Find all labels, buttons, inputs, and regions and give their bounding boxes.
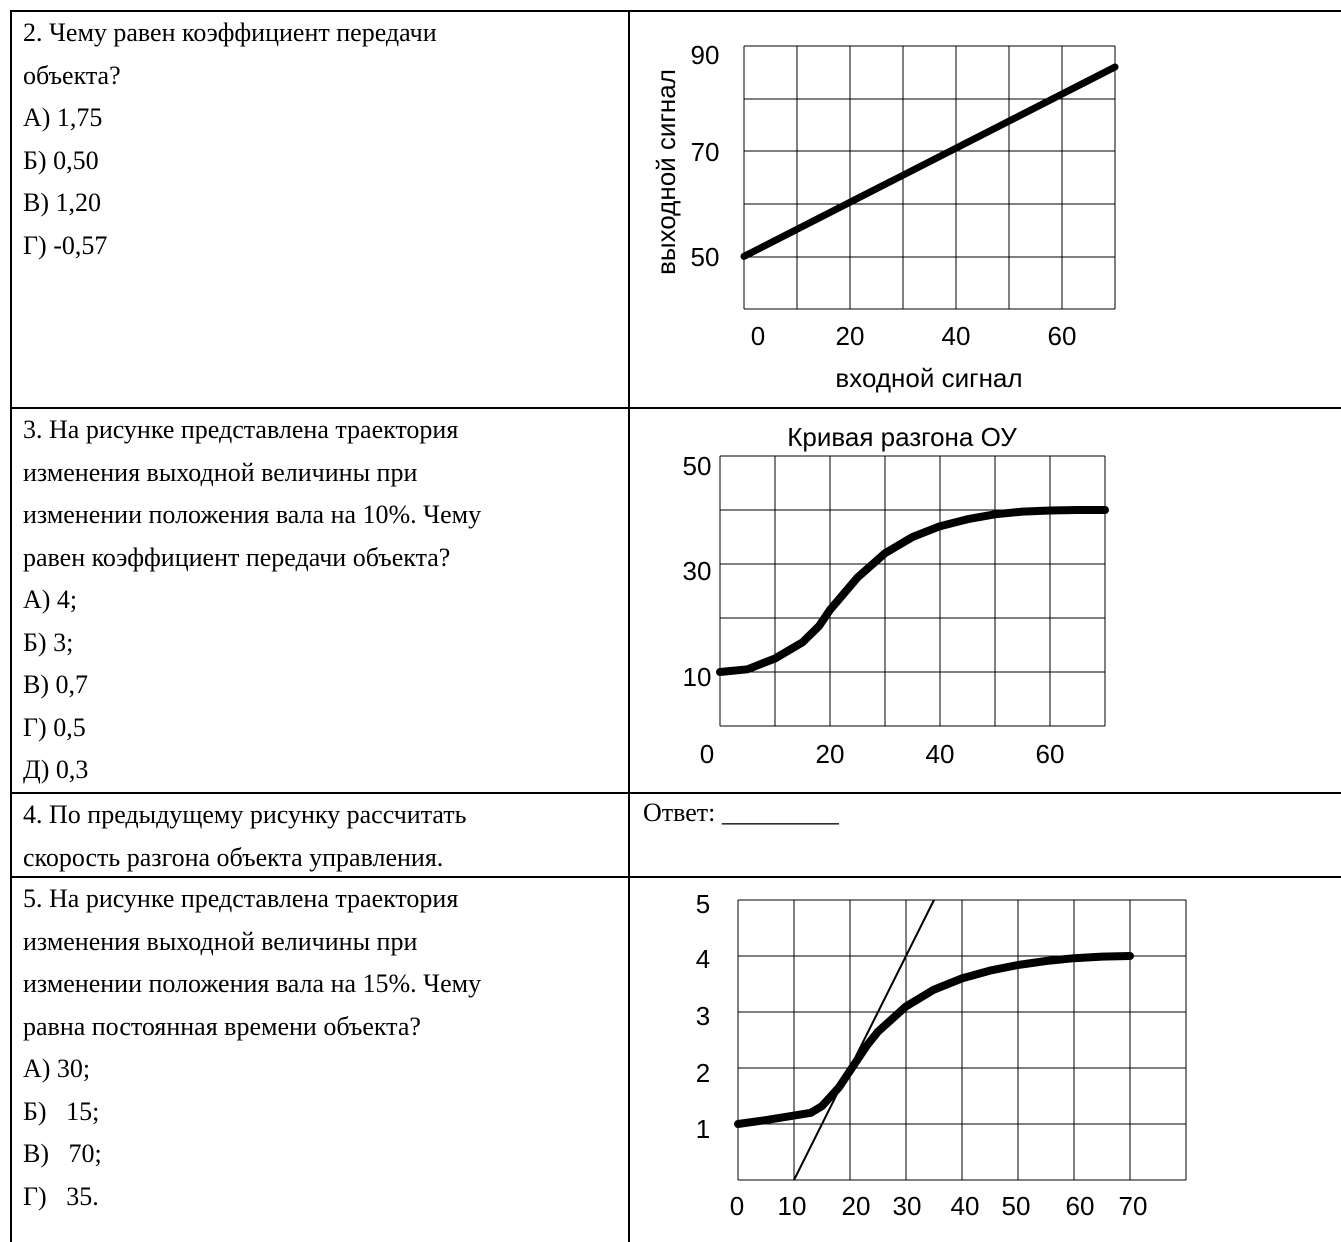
x-tick-label: 60 xyxy=(1036,739,1065,769)
y-tick-label: 10 xyxy=(683,662,712,692)
x-tick-label: 40 xyxy=(926,739,955,769)
answer-option: Г) 35. xyxy=(23,1181,99,1211)
answer-option: Д) 0,3 xyxy=(23,755,89,784)
y-tick-label: 30 xyxy=(683,556,712,586)
question-text: 5. На рисунке представлена траектория xyxy=(23,884,459,913)
question-text: 2. Чему равен коэффициент передачи xyxy=(23,18,437,47)
row-divider xyxy=(10,407,1341,409)
question-text: объекта? xyxy=(23,60,121,90)
chart-time-constant: 5 4 3 2 1 0 10 20 30 40 50 60 70 xyxy=(696,889,1187,1221)
answer-option: А) 30; xyxy=(23,1054,91,1083)
answer-option: Б) 15; xyxy=(23,1096,100,1126)
x-tick-label: 70 xyxy=(1119,1191,1148,1221)
x-tick-label: 50 xyxy=(1002,1191,1031,1221)
y-axis-label: выходной сигнал xyxy=(651,69,681,275)
question-text: равна постоянная времени объекта? xyxy=(23,1011,421,1041)
question-text: изменении положения вала на 10%. Чему xyxy=(23,500,482,529)
x-tick-label: 0 xyxy=(751,321,765,351)
x-axis-label: входной сигнал xyxy=(835,363,1022,393)
answer-option: Б) 3; xyxy=(23,627,74,657)
answer-option: Г) 0,5 xyxy=(23,712,86,742)
chart-input-output: выходной сигнал входной сигнал 90 70 50 … xyxy=(651,40,1119,393)
y-tick-label: 3 xyxy=(696,1001,710,1031)
x-tick-label: 20 xyxy=(816,739,845,769)
question-text: равен коэффициент передачи объекта? xyxy=(23,542,451,572)
answer-option: В) 1,20 xyxy=(23,188,101,217)
x-tick-label: 40 xyxy=(951,1191,980,1221)
x-tick-label: 20 xyxy=(842,1191,871,1221)
x-tick-label: 60 xyxy=(1048,321,1077,351)
y-tick-label: 50 xyxy=(683,451,712,481)
chart-title: Кривая разгона ОУ xyxy=(787,422,1017,452)
y-tick-label: 5 xyxy=(696,889,710,919)
y-tick-label: 70 xyxy=(691,137,720,167)
question-text: 3. На рисунке представлена траектория xyxy=(23,415,459,444)
answer-option: А) 4; xyxy=(23,585,78,614)
acceleration-curve xyxy=(716,506,1109,676)
chart-acceleration-curve: Кривая разгона ОУ 50 30 10 0 20 40 60 xyxy=(683,422,1109,769)
row-divider xyxy=(10,876,1341,878)
table-border-top xyxy=(10,10,1341,12)
x-tick-label: 30 xyxy=(893,1191,922,1221)
x-tick-label: 10 xyxy=(778,1191,807,1221)
y-tick-label: 2 xyxy=(696,1058,710,1088)
column-divider xyxy=(628,10,630,1242)
y-tick-label: 4 xyxy=(696,944,710,974)
question-4: 4. По предыдущему рисунку рассчитать ско… xyxy=(23,794,613,879)
question-text: скорость разгона объекта управления. xyxy=(23,842,444,872)
x-tick-label: 20 xyxy=(836,321,865,351)
answer-option: В) 0,7 xyxy=(23,670,88,699)
answer-option: А) 1,75 xyxy=(23,103,103,132)
answer-option: Б) 0,50 xyxy=(23,145,99,175)
x-tick-label: 0 xyxy=(730,1191,744,1221)
question-text: 4. По предыдущему рисунку рассчитать xyxy=(23,800,467,829)
series-line xyxy=(740,63,1119,260)
question-text: изменении положения вала на 15%. Чему xyxy=(23,969,482,998)
y-tick-label: 1 xyxy=(696,1114,710,1144)
question-text: изменения выходной величины при xyxy=(23,926,418,956)
y-tick-label: 50 xyxy=(691,242,720,272)
answer-option: В) 70; xyxy=(23,1139,102,1168)
y-tick-label: 90 xyxy=(691,40,720,70)
x-tick-label: 0 xyxy=(700,739,714,769)
row-divider xyxy=(10,792,1341,794)
tangent-line xyxy=(793,899,935,1181)
table-border-left xyxy=(10,10,12,1242)
x-tick-label: 60 xyxy=(1066,1191,1095,1221)
answer-field[interactable]: Ответ: _________ xyxy=(643,798,839,827)
answer-option: Г) -0,57 xyxy=(23,230,108,260)
question-5: 5. На рисунке представлена траектория из… xyxy=(23,878,613,1218)
x-tick-label: 40 xyxy=(942,321,971,351)
question-2: 2. Чему равен коэффициент передачи объек… xyxy=(23,12,613,267)
acceleration-curve xyxy=(734,952,1134,1128)
question-text: изменения выходной величины при xyxy=(23,457,418,487)
question-3: 3. На рисунке представлена траектория из… xyxy=(23,409,613,792)
